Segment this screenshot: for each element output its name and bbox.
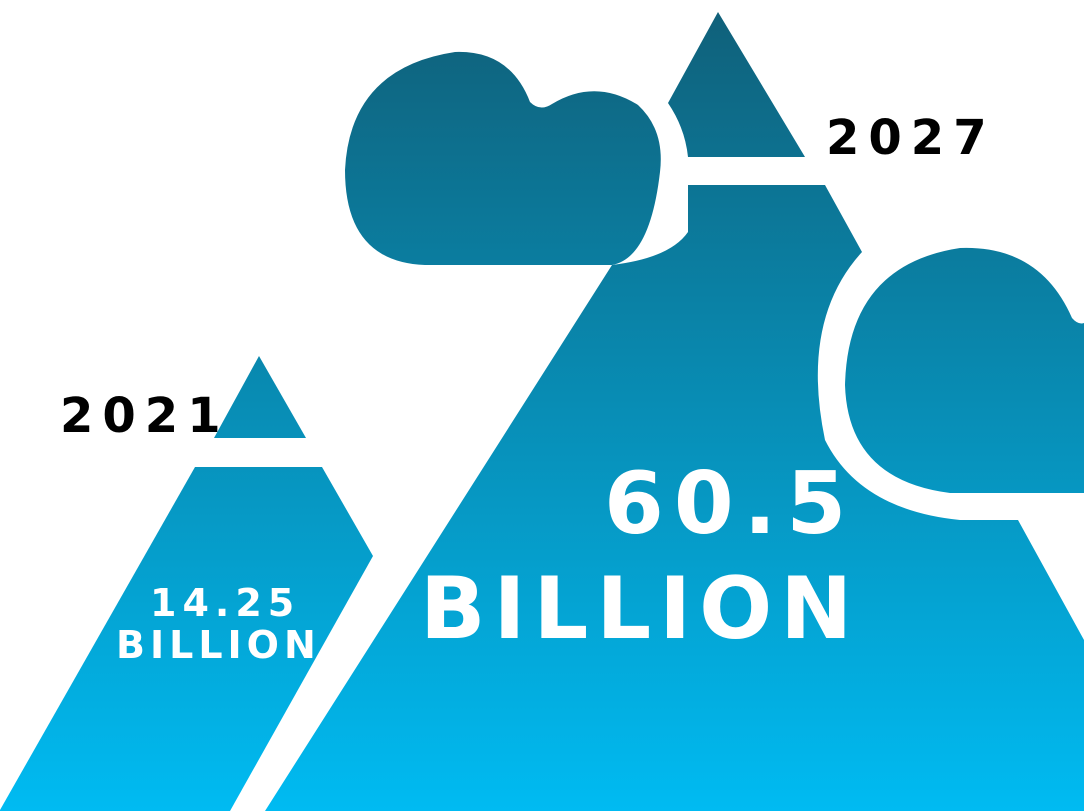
small-mountain-body (0, 467, 373, 811)
small-mountain-tip (214, 356, 306, 438)
large-peak-unit: BILLION (420, 559, 861, 659)
large-peak-value: 60.5 (604, 454, 857, 554)
small-peak-year: 2021 (60, 388, 230, 444)
right-cloud (845, 247, 1084, 493)
large-peak-year: 2027 (826, 110, 996, 166)
small-peak-unit: BILLION (116, 623, 321, 667)
small-peak-value: 14.25 (150, 581, 301, 625)
top-cloud (345, 51, 661, 265)
large-mountain-tip (668, 12, 805, 157)
large-mountain-body (265, 185, 1084, 811)
